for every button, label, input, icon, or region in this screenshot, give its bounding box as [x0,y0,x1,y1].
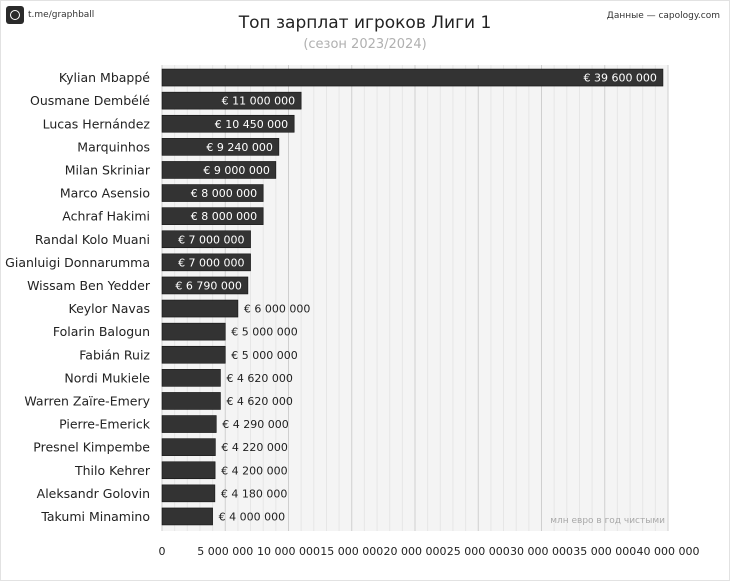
bar[interactable] [161,369,221,387]
value-label: € 8 000 000 [191,187,257,200]
bar[interactable] [161,138,280,156]
bar[interactable] [161,161,277,179]
x-tick-label: 40 000 000 [637,545,700,558]
bar[interactable] [161,461,216,480]
value-label: € 6 000 000 [244,303,310,316]
category-label: Presnel Kimpembe [33,440,150,455]
category-label: Nordi Mukiele [64,370,150,385]
value-label: € 39 600 000 [583,72,656,85]
value-label: € 4 000 000 [219,510,285,523]
x-tick-label: 25 000 000 [447,545,510,558]
value-label: € 7 000 000 [178,233,244,246]
category-label: Aleksandr Golovin [37,486,150,501]
x-tick-label: 30 000 000 [510,545,573,558]
category-label: Achraf Hakimi [62,209,150,224]
value-label: € 6 790 000 [175,279,241,292]
brand-logo-icon [6,6,24,24]
bar[interactable] [161,484,216,503]
unit-annotation: млн евро в год чистыми [550,516,665,526]
category-label: Marco Asensio [60,186,150,201]
bar[interactable] [161,68,664,87]
category-label: Pierre-Emerick [59,417,151,432]
value-label: € 9 240 000 [206,141,272,154]
value-label: € 4 620 000 [226,395,292,408]
category-label: Thilo Kehrer [74,463,151,478]
bars [161,68,664,526]
category-label: Lucas Hernández [43,116,151,131]
category-label: Wissam Ben Yedder [27,278,151,293]
category-label: Randal Kolo Muani [35,232,150,247]
category-label: Warren Zaïre-Emery [24,393,150,408]
value-label: € 10 450 000 [215,118,288,131]
bar[interactable] [161,345,226,364]
category-label: Fabián Ruiz [79,347,150,362]
value-label: € 11 000 000 [222,95,295,108]
bar[interactable] [161,91,302,110]
bar[interactable] [161,299,239,318]
category-label: Milan Skriniar [65,162,151,177]
value-label: € 5 000 000 [231,326,297,339]
bar[interactable] [161,253,251,272]
chart-subtitle: (сезон 2023/2024) [303,37,427,52]
category-label: Kylian Mbappé [59,70,150,85]
x-axis-ticks: 0 5 000 000 10 000 000 15 000 000 20 000 000… [159,545,700,558]
x-tick-label: 20 000 000 [384,545,447,558]
value-label: € 9 000 000 [203,164,269,177]
category-label: Keylor Navas [69,301,150,316]
category-label: Folarin Balogun [53,324,150,339]
x-tick-label: 5 000 000 [197,545,253,558]
bar[interactable] [161,276,249,295]
category-label: Ousmane Dembélé [30,93,150,108]
bar[interactable] [161,184,264,202]
value-label: € 4 180 000 [221,487,287,500]
value-label: € 4 220 000 [221,441,287,454]
x-tick-label: 35 000 000 [573,545,636,558]
value-label: € 7 000 000 [178,256,244,269]
brand-link[interactable]: t.me/graphball [28,10,95,20]
bar[interactable] [161,507,213,526]
bar[interactable] [161,438,216,456]
value-label: € 8 000 000 [191,210,257,223]
x-tick-label: 0 [159,545,166,558]
bar[interactable] [161,415,217,433]
data-source: Данные — capology.com [606,11,720,21]
category-label: Takumi Minamino [40,509,150,524]
category-labels: Kylian Mbappé Ousmane Dembélé Lucas Hernán… [5,70,151,524]
value-labels: € 39 600 000 € 11 000 000 € 10 450 000 € 9 … [175,72,657,524]
bar[interactable] [161,392,221,410]
value-label: € 5 000 000 [231,349,297,362]
value-label: € 4 290 000 [222,418,288,431]
bar[interactable] [161,207,264,225]
bar[interactable] [161,322,226,341]
grid-lines [161,65,669,531]
bar[interactable] [161,230,251,249]
x-tick-label: 10 000 000 [257,545,320,558]
category-label: Marquinhos [77,139,150,154]
brand: t.me/graphball [6,6,94,24]
category-label: Gianluigi Donnarumma [5,255,150,270]
value-label: € 4 620 000 [226,372,292,385]
bar[interactable] [161,114,295,133]
x-tick-label: 15 000 000 [320,545,383,558]
chart-title: Топ зарплат игроков Лиги 1 [238,13,492,33]
value-label: € 4 200 000 [221,464,287,477]
